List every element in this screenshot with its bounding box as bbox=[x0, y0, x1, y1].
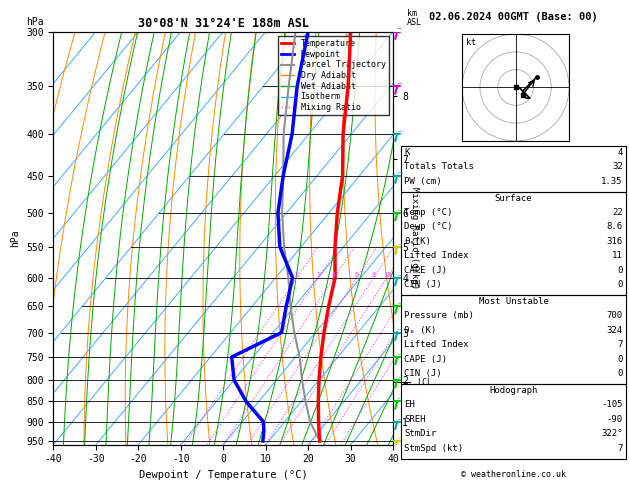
Text: ⁻: ⁻ bbox=[396, 397, 402, 406]
Text: -90: -90 bbox=[606, 415, 623, 424]
Text: kt: kt bbox=[465, 37, 476, 47]
Text: 0: 0 bbox=[617, 266, 623, 275]
Text: ⁻: ⁻ bbox=[396, 375, 402, 385]
Text: 02.06.2024 00GMT (Base: 00): 02.06.2024 00GMT (Base: 00) bbox=[429, 12, 598, 22]
Text: EH: EH bbox=[404, 400, 415, 409]
Y-axis label: Mixing Ratio (g/kg): Mixing Ratio (g/kg) bbox=[410, 187, 419, 289]
Text: ⁻: ⁻ bbox=[396, 242, 402, 252]
Text: 7: 7 bbox=[617, 444, 623, 453]
Text: SREH: SREH bbox=[404, 415, 426, 424]
Text: Lifted Index: Lifted Index bbox=[404, 340, 469, 349]
Text: PW (cm): PW (cm) bbox=[404, 177, 442, 186]
Text: 2: 2 bbox=[295, 272, 299, 278]
Text: Temp (°C): Temp (°C) bbox=[404, 208, 453, 217]
Text: © weatheronline.co.uk: © weatheronline.co.uk bbox=[461, 469, 566, 479]
Text: 22: 22 bbox=[612, 208, 623, 217]
Text: Most Unstable: Most Unstable bbox=[479, 297, 548, 307]
Text: 322°: 322° bbox=[601, 429, 623, 438]
Text: CAPE (J): CAPE (J) bbox=[404, 355, 447, 364]
Text: 11: 11 bbox=[612, 251, 623, 260]
Text: 0: 0 bbox=[617, 369, 623, 379]
Text: 3: 3 bbox=[316, 272, 320, 278]
Text: Surface: Surface bbox=[495, 194, 532, 203]
Text: ⁻: ⁻ bbox=[396, 81, 402, 91]
Text: ⁻: ⁻ bbox=[396, 27, 402, 36]
Text: LCL: LCL bbox=[417, 378, 432, 387]
Text: Totals Totals: Totals Totals bbox=[404, 162, 474, 172]
Text: 4: 4 bbox=[617, 148, 623, 157]
Text: 6: 6 bbox=[355, 272, 359, 278]
Text: θₑ (K): θₑ (K) bbox=[404, 326, 437, 335]
Text: ⁻: ⁻ bbox=[396, 208, 402, 218]
Text: CIN (J): CIN (J) bbox=[404, 369, 442, 379]
Text: Lifted Index: Lifted Index bbox=[404, 251, 469, 260]
Text: 324: 324 bbox=[606, 326, 623, 335]
Text: 8: 8 bbox=[372, 272, 376, 278]
Text: ⁻: ⁻ bbox=[396, 129, 402, 139]
Title: 30°08'N 31°24'E 188m ASL: 30°08'N 31°24'E 188m ASL bbox=[138, 17, 309, 31]
Text: ⁻: ⁻ bbox=[396, 171, 402, 181]
Text: Hodograph: Hodograph bbox=[489, 386, 538, 396]
Text: -105: -105 bbox=[601, 400, 623, 409]
Text: Pressure (mb): Pressure (mb) bbox=[404, 311, 474, 320]
Text: Dewp (°C): Dewp (°C) bbox=[404, 222, 453, 231]
Text: 0: 0 bbox=[617, 355, 623, 364]
Text: ⁻: ⁻ bbox=[396, 301, 402, 311]
Text: θₑ(K): θₑ(K) bbox=[404, 237, 431, 246]
Text: ⁻: ⁻ bbox=[396, 417, 402, 427]
Text: 4: 4 bbox=[332, 272, 336, 278]
Text: 32: 32 bbox=[612, 162, 623, 172]
Text: 0: 0 bbox=[617, 280, 623, 290]
Text: StmSpd (kt): StmSpd (kt) bbox=[404, 444, 464, 453]
Text: 7: 7 bbox=[617, 340, 623, 349]
Text: hPa: hPa bbox=[26, 17, 44, 27]
Text: 1.35: 1.35 bbox=[601, 177, 623, 186]
Legend: Temperature, Dewpoint, Parcel Trajectory, Dry Adiabat, Wet Adiabat, Isotherm, Mi: Temperature, Dewpoint, Parcel Trajectory… bbox=[278, 36, 389, 115]
Text: K: K bbox=[404, 148, 410, 157]
Text: ⁻: ⁻ bbox=[396, 352, 402, 362]
Text: ⁻: ⁻ bbox=[396, 273, 402, 283]
Text: 10: 10 bbox=[382, 272, 391, 278]
Text: StmDir: StmDir bbox=[404, 429, 437, 438]
Text: 316: 316 bbox=[606, 237, 623, 246]
Y-axis label: hPa: hPa bbox=[11, 229, 21, 247]
Text: 700: 700 bbox=[606, 311, 623, 320]
Text: ⁻: ⁻ bbox=[396, 328, 402, 337]
Text: CIN (J): CIN (J) bbox=[404, 280, 442, 290]
X-axis label: Dewpoint / Temperature (°C): Dewpoint / Temperature (°C) bbox=[139, 470, 308, 480]
Text: 8.6: 8.6 bbox=[606, 222, 623, 231]
Text: CAPE (J): CAPE (J) bbox=[404, 266, 447, 275]
Text: ⁻: ⁻ bbox=[396, 436, 402, 446]
Text: km
ASL: km ASL bbox=[407, 9, 421, 27]
